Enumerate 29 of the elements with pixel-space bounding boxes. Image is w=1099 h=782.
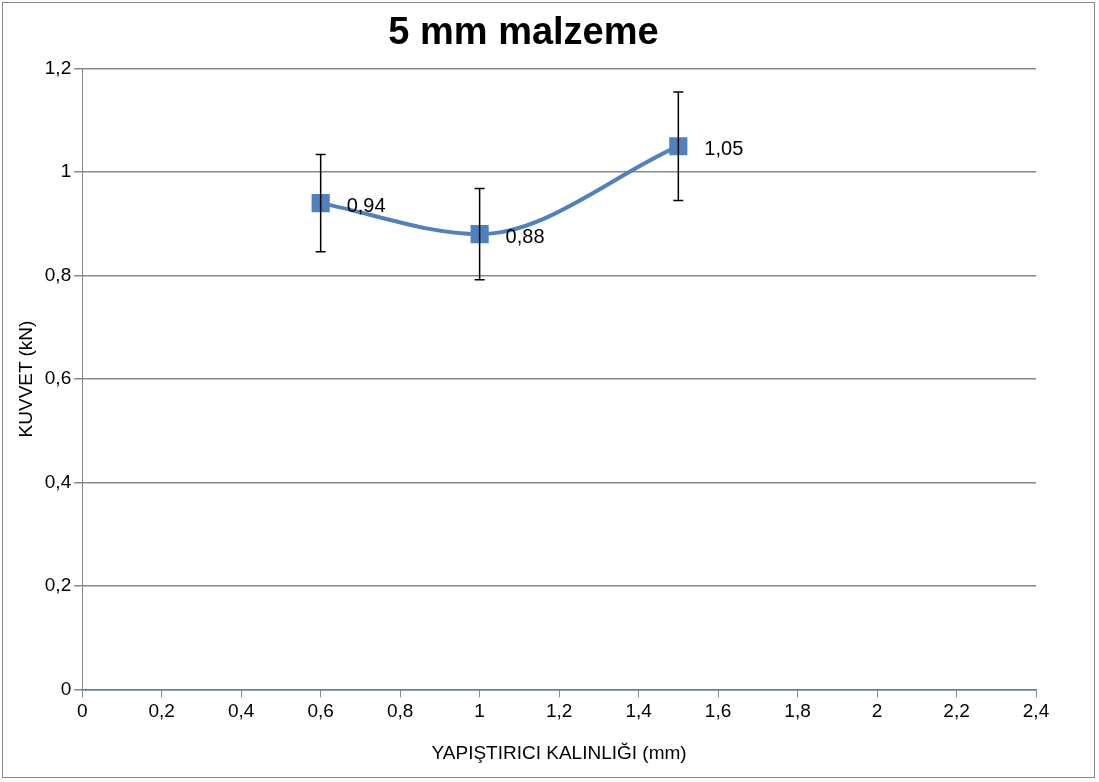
x-tick-label: 0,4	[227, 700, 255, 722]
y-tick-label: 0,4	[44, 470, 72, 492]
point	[311, 194, 330, 213]
point	[669, 137, 688, 156]
x-tick-label: 0,8	[386, 700, 414, 722]
y-axis-title: KUVVET (kN)	[14, 320, 36, 438]
x-axis-title: YAPIŞTIRICI KALINLIĞI (mm)	[431, 741, 687, 763]
x-tick-label: 1	[474, 700, 485, 722]
y-tick-label: 0	[60, 677, 72, 699]
x-tick-label: 2,4	[1022, 700, 1050, 722]
x-tick-label: 0	[76, 700, 88, 722]
y-tick-label: 0,8	[44, 263, 72, 285]
y-tick-label: 1,2	[44, 56, 72, 78]
x-tick-label: 0,6	[307, 700, 334, 722]
data-label: 0,88	[505, 224, 545, 247]
x-tick-label: 1,2	[545, 700, 573, 722]
x-tick-label: 2,2	[943, 700, 970, 722]
x-tick-label: 1,6	[704, 700, 732, 722]
x-tick-label: 2	[871, 700, 883, 722]
point	[470, 225, 489, 244]
y-tick-label: 0,2	[44, 574, 72, 596]
y-tick-label: 0,6	[44, 367, 72, 389]
data-label: 1,05	[704, 136, 744, 159]
data-label: 0,94	[346, 193, 386, 216]
x-tick-label: 1,8	[784, 700, 811, 722]
y-tick-label: 1	[60, 160, 72, 182]
x-tick-label: 1,4	[625, 700, 653, 722]
chart-title: 5 mm malzeme	[388, 10, 659, 53]
x-tick-label: 0,2	[148, 700, 175, 722]
